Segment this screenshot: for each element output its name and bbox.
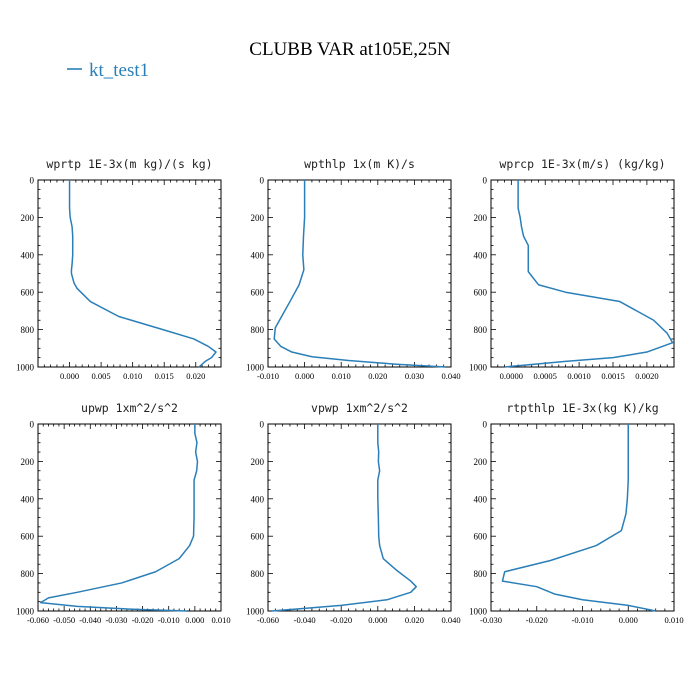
x-tick-label: 0.010: [211, 615, 230, 625]
y-tick-label: 200: [21, 213, 35, 223]
y-tick-label: 400: [474, 250, 488, 260]
x-tick-label: 0.015: [155, 371, 174, 381]
panel-4: upwp 1xm^2/s^2 0 200 400 600 800 1000-0.060 -0.…: [16, 401, 231, 625]
panel-title: wpthlp 1x(m K)/s: [304, 157, 415, 171]
panels-grid: wprtp 1E-3x(m kg)/(s kg) 0 200 400 600 800 100…: [16, 157, 684, 625]
panel-1: wprtp 1E-3x(m kg)/(s kg) 0 200 400 600 800 100…: [16, 157, 222, 381]
y-tick-label: 600: [21, 288, 35, 298]
y-tick-label: 400: [251, 250, 265, 260]
panel-title: rtpthlp 1E-3x(kg K)/kg: [506, 401, 658, 415]
x-tick-label: 0.020: [368, 371, 387, 381]
x-tick-label: -0.060: [27, 615, 49, 625]
y-tick-label: 400: [251, 494, 265, 504]
x-tick-label: -0.040: [79, 615, 101, 625]
series-line-kt-test1: [273, 180, 446, 368]
x-tick-label: 0.0015: [601, 371, 624, 381]
y-tick-label: 200: [251, 213, 265, 223]
series-line-kt-test1: [39, 424, 199, 612]
y-tick-label: 600: [474, 532, 488, 542]
panel-3: wprcp 1E-3x(m/s) (kg/kg) 0 200 400 600 800 100…: [469, 157, 675, 381]
x-tick-label: -0.030: [105, 615, 127, 625]
panel-title: wprtp 1E-3x(m kg)/(s kg): [46, 157, 212, 171]
x-tick-label: -0.020: [526, 615, 548, 625]
figure-title: CLUBB VAR at105E,25N: [249, 39, 451, 60]
x-tick-label: 0.000: [185, 615, 204, 625]
x-tick-label: -0.040: [294, 615, 316, 625]
y-tick-label: 200: [21, 457, 35, 467]
series-line-kt-test1: [68, 180, 217, 368]
x-tick-label: -0.010: [572, 615, 594, 625]
x-tick-label: 0.000: [295, 371, 314, 381]
x-tick-label: 0.0000: [500, 371, 523, 381]
x-tick-label: 0.000: [368, 615, 387, 625]
y-tick-label: 800: [21, 569, 35, 579]
y-tick-label: 1000: [16, 607, 35, 617]
y-tick-label: 400: [21, 494, 35, 504]
panel-5: vpwp 1xm^2/s^2 0 200 400 600 800 1000-0.060 -0.…: [246, 401, 461, 625]
x-tick-label: 0.0010: [567, 371, 590, 381]
x-tick-label: 0.020: [186, 371, 205, 381]
y-tick-label: 1000: [16, 363, 35, 373]
y-tick-label: 200: [251, 457, 265, 467]
series-line-kt-test1: [271, 424, 417, 612]
y-tick-label: 400: [474, 494, 488, 504]
y-tick-label: 1000: [246, 607, 265, 617]
y-tick-label: 800: [21, 325, 35, 335]
y-tick-label: 0: [30, 176, 35, 186]
plot-frame: [267, 423, 452, 612]
y-tick-label: 0: [260, 176, 265, 186]
y-tick-label: 400: [21, 250, 35, 260]
y-tick-label: 600: [21, 532, 35, 542]
y-tick-label: 0: [483, 420, 488, 430]
legend: kt_test1: [67, 60, 149, 81]
y-tick-label: 800: [251, 325, 265, 335]
plot-frame: [267, 179, 452, 368]
y-tick-label: 1000: [469, 363, 488, 373]
x-tick-label: 0.005: [92, 371, 111, 381]
y-tick-label: 600: [474, 288, 488, 298]
panel-6: rtpthlp 1E-3x(kg K)/kg02004006008001000-…: [469, 401, 684, 625]
y-tick-label: 600: [251, 532, 265, 542]
legend-label: kt_test1: [89, 60, 149, 81]
y-tick-label: 800: [474, 569, 488, 579]
x-tick-label: -0.010: [257, 371, 279, 381]
x-tick-label: 0.000: [60, 371, 79, 381]
series-line-kt-test1: [501, 424, 656, 612]
y-tick-label: 200: [474, 457, 488, 467]
x-tick-label: 0.010: [123, 371, 142, 381]
y-tick-label: 0: [30, 420, 35, 430]
x-tick-label: -0.060: [257, 615, 279, 625]
x-tick-label: 0.010: [332, 371, 351, 381]
x-tick-label: -0.010: [158, 615, 180, 625]
x-tick-label: 0.020: [405, 615, 424, 625]
y-tick-label: 1000: [246, 363, 265, 373]
y-tick-label: 200: [474, 213, 488, 223]
x-tick-label: 0.000: [619, 615, 638, 625]
x-tick-label: -0.020: [330, 615, 352, 625]
y-tick-label: 0: [483, 176, 488, 186]
x-tick-label: -0.030: [480, 615, 502, 625]
y-tick-label: 800: [474, 325, 488, 335]
panel-2: wpthlp 1x(m K)/s 0 200 400 600 800 1000-0.010 0…: [246, 157, 461, 381]
y-tick-label: 800: [251, 569, 265, 579]
x-tick-label: -0.020: [132, 615, 154, 625]
x-tick-label: 0.010: [664, 615, 683, 625]
x-tick-label: 0.040: [441, 371, 460, 381]
x-tick-label: 0.030: [405, 371, 424, 381]
panel-title: wprcp 1E-3x(m/s) (kg/kg): [499, 157, 665, 171]
x-tick-label: -0.050: [53, 615, 75, 625]
panel-title: upwp 1xm^2/s^2: [81, 401, 178, 415]
panel-title: vpwp 1xm^2/s^2: [311, 401, 408, 415]
y-tick-label: 1000: [469, 607, 488, 617]
y-tick-label: 0: [260, 420, 265, 430]
y-tick-label: 600: [251, 288, 265, 298]
x-tick-label: 0.0020: [635, 371, 658, 381]
x-tick-label: 0.0005: [534, 371, 557, 381]
series-line-kt-test1: [504, 180, 674, 368]
x-tick-label: 0.040: [441, 615, 460, 625]
